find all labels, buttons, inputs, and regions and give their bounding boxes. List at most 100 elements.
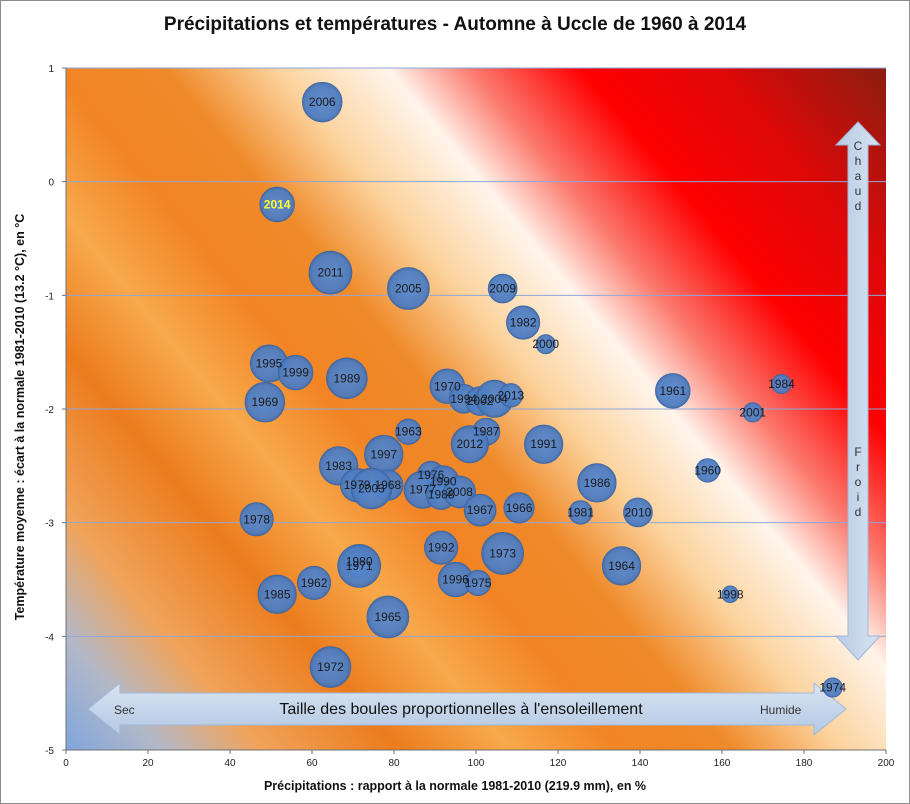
bubble-2001 [742, 402, 763, 423]
bubble-label-1971: 1971 [346, 559, 373, 573]
bubble-1992 [424, 530, 459, 565]
axes [62, 67, 887, 754]
bubble-1989 [326, 357, 368, 400]
bubble-label-1982: 1982 [510, 316, 537, 330]
chart-title: Précipitations et températures - Automne… [163, 14, 747, 35]
chaud-letter: d [855, 199, 862, 213]
froid-letter: r [856, 460, 860, 474]
bubble-label-1985: 1985 [264, 587, 291, 601]
bubble-2014 [259, 186, 295, 223]
chaud-letter: h [855, 154, 862, 168]
bubble-label-1989: 1989 [333, 371, 360, 385]
x-tick-label: 60 [306, 758, 318, 769]
chaud-letter: C [854, 139, 863, 153]
bubble-1985 [257, 574, 297, 614]
chaud-letter: a [855, 169, 862, 183]
froid-letter: F [854, 445, 861, 459]
froid-letter: i [857, 490, 860, 504]
bubble-1984 [771, 373, 792, 395]
bubble-1966 [503, 492, 535, 524]
bubble-1962 [296, 565, 332, 600]
bubble-2013 [498, 383, 524, 408]
bubble-label-2002: 2002 [467, 394, 494, 408]
bubble-label-1998: 1998 [717, 587, 744, 601]
bubble-label-2005: 2005 [395, 282, 422, 296]
bubble-label-1987: 1987 [473, 425, 500, 439]
bubble-label-1975: 1975 [465, 576, 492, 590]
y-tick-label: -1 [45, 291, 54, 302]
bubble-label-2003: 2003 [358, 482, 385, 496]
y-tick-label: -4 [45, 632, 54, 643]
bubble-1971 [337, 543, 382, 588]
bubble-label-1992: 1992 [428, 541, 455, 555]
bubble-label-1984: 1984 [768, 377, 795, 391]
humide-label: Humide [760, 703, 802, 717]
bubble-label-1979: 1979 [344, 478, 371, 492]
bubble-2003 [350, 467, 393, 510]
bubble-1981 [568, 500, 593, 525]
bubble-label-2014: 2014 [264, 197, 291, 211]
bubble-label-1997: 1997 [370, 447, 397, 461]
x-tick-label: 120 [550, 758, 567, 769]
bubble-label-1960: 1960 [694, 463, 721, 477]
bubble-label-2009: 2009 [489, 282, 516, 296]
bubble-label-1974: 1974 [819, 680, 846, 694]
x-tick-label: 100 [468, 758, 485, 769]
y-tick-label: -3 [45, 519, 54, 530]
bubble-label-1961: 1961 [659, 384, 686, 398]
bubble-1986 [577, 463, 617, 503]
warm-cold-arrow [834, 121, 882, 661]
bubble-label-1973: 1973 [489, 546, 516, 560]
bubble-1998 [721, 585, 739, 604]
tick-labels: 0 20 40 60 80 100 120 140 160 180 200 -5 -4 -3 -2 -1 0 1 [45, 64, 895, 769]
bubble-label-1977: 1977 [409, 483, 436, 497]
y-tick-label: -2 [45, 405, 54, 416]
bubble-label-1972: 1972 [317, 660, 344, 674]
bubble-label-1996: 1996 [442, 573, 469, 587]
dry-wet-arrow [87, 681, 847, 737]
bubble-1963 [395, 418, 422, 445]
x-tick-label: 180 [796, 758, 813, 769]
froid-letter: o [855, 475, 862, 489]
bubble-2010 [623, 497, 653, 528]
y-tick-label: 1 [48, 64, 54, 75]
bubble-label-1980: 1980 [346, 554, 373, 568]
bubble-label-2011: 2011 [318, 266, 344, 280]
x-axis-label: Précipitations : rapport à la normale 19… [263, 779, 647, 793]
bubble-2000 [535, 334, 556, 355]
bubble-label-1988: 1988 [428, 487, 455, 501]
bubble-label-1983: 1983 [325, 459, 352, 473]
bubble-label-1994: 1994 [450, 392, 477, 406]
bubble-label-1976: 1976 [418, 468, 445, 482]
bubble-label-1967: 1967 [467, 503, 494, 517]
x-tick-label: 160 [714, 758, 731, 769]
bubble-1978 [239, 502, 274, 537]
bubble-label-1995: 1995 [256, 357, 283, 371]
bubble-label-2012: 2012 [456, 437, 483, 451]
bubble-1973 [481, 532, 525, 575]
bubble-1972 [309, 646, 352, 688]
bubble-label-1964: 1964 [608, 559, 635, 573]
bubble-2011 [308, 250, 353, 295]
bubble-1965 [366, 595, 410, 639]
x-tick-label: 200 [878, 758, 895, 769]
bubble-1982 [506, 305, 541, 340]
bubble-label-1986: 1986 [584, 476, 611, 490]
y-tick-label: 0 [48, 178, 54, 189]
bubble-label-1991: 1991 [530, 437, 557, 451]
x-tick-label: 80 [388, 758, 400, 769]
bubble-1961 [655, 373, 691, 409]
bubble-2006 [302, 81, 343, 123]
x-tick-label: 140 [632, 758, 649, 769]
x-tick-label: 0 [63, 758, 69, 769]
bubble-label-1981: 1981 [567, 505, 594, 519]
bubble-label-2010: 2010 [625, 505, 652, 519]
bubble-label-2008: 2008 [446, 485, 473, 499]
bubble-1999 [277, 354, 314, 391]
bubble-label-2004: 2004 [481, 392, 508, 406]
bubble-label-1966: 1966 [506, 501, 533, 515]
